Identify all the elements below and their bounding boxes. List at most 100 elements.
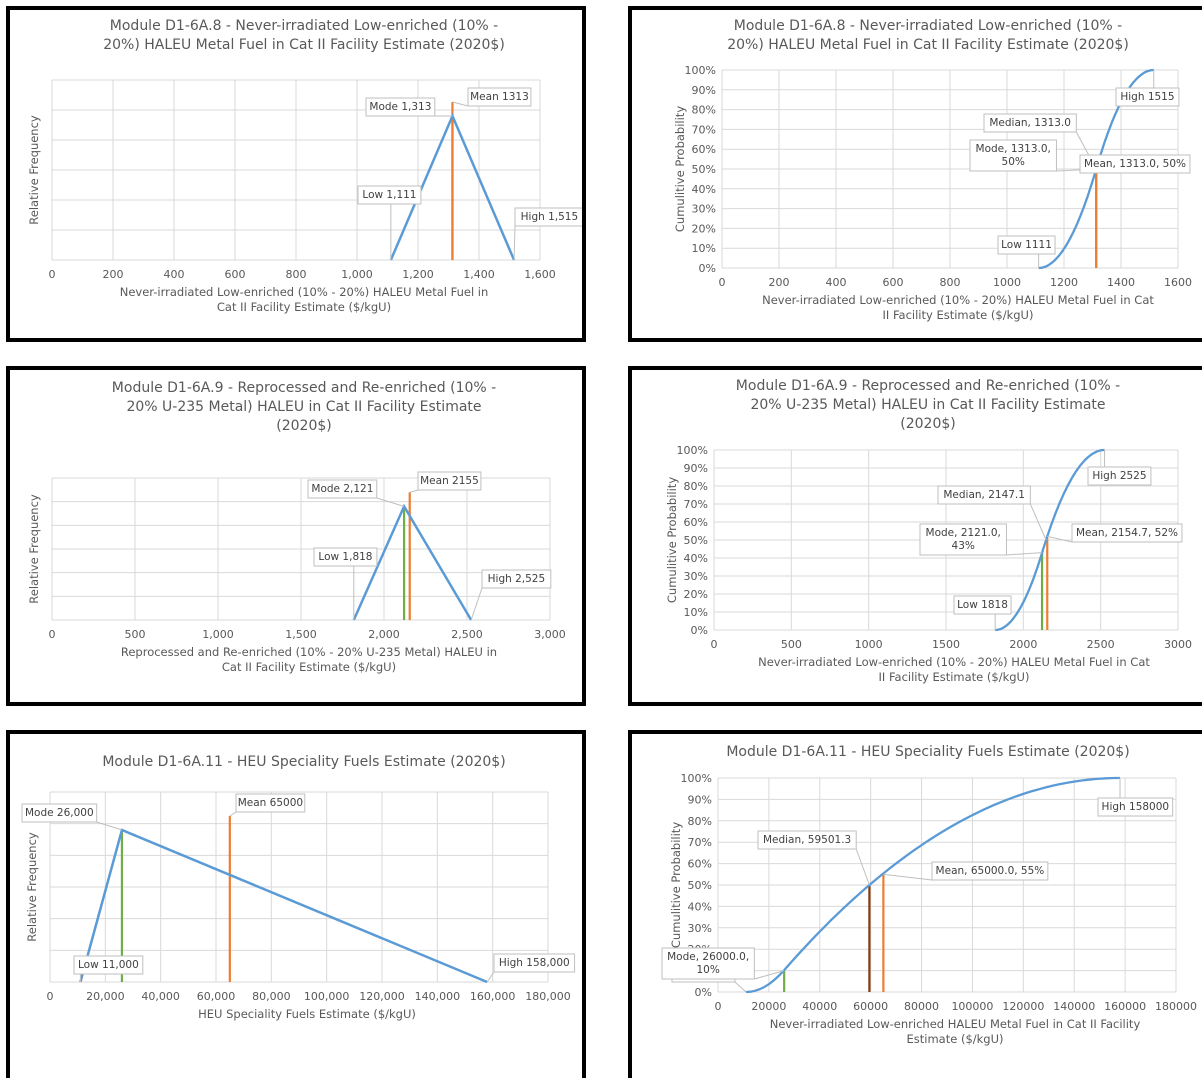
y-tick-label: 70% — [688, 836, 712, 849]
x-tick-label: 1000 — [993, 276, 1021, 289]
y-tick-label: 100% — [677, 444, 708, 457]
x-tick-label: 1400 — [1107, 276, 1135, 289]
x-tick-label: 2000 — [1009, 638, 1037, 651]
mode-callout-label: Mode, 26000.0, — [667, 951, 749, 963]
median-callout-leader — [1029, 503, 1047, 541]
x-tick-label: 3000 — [1164, 638, 1192, 651]
low-callout-label: Low 1,111 — [362, 189, 416, 201]
high-callout-box — [514, 207, 582, 227]
x-tick-label: 60000 — [853, 1000, 888, 1013]
mode-callout-label: Mode, 2121.0, — [926, 527, 1001, 539]
y-axis-label: Relative Frequency — [27, 115, 41, 225]
chart-title-line: Module D1-6A.11 - HEU Speciality Fuels E… — [102, 754, 505, 770]
x-axis-label: II Facility Estimate ($/kgU) — [883, 308, 1034, 322]
y-tick-label: 100% — [685, 64, 716, 77]
chart-title-line: 20% U-235 Metal) HALEU in Cat II Facilit… — [750, 397, 1105, 413]
chart-title-line: 20%) HALEU Metal Fuel in Cat II Facility… — [727, 37, 1129, 53]
median-callout-label: Median, 1313.0 — [989, 117, 1071, 129]
high-callout-leader — [513, 225, 516, 261]
high-callout-label: High 1515 — [1120, 91, 1174, 103]
high-callout-label: High 1,515 — [521, 211, 579, 223]
x-tick-label: 1,000 — [341, 268, 373, 281]
y-tick-label: 60% — [684, 516, 708, 529]
y-tick-label: 0% — [691, 624, 708, 637]
x-tick-label: 80,000 — [252, 990, 291, 1003]
cdf-curve-line — [745, 776, 1120, 994]
y-axis-label: Cumulitive Probability — [665, 477, 679, 603]
mode-callout-box — [365, 97, 436, 117]
x-tick-label: 1,000 — [202, 628, 234, 641]
high-callout-leader — [470, 587, 483, 621]
mean-callout-leader — [883, 873, 933, 881]
x-tick-label: 160000 — [1104, 1000, 1146, 1013]
x-axis-label: Never-irradiated Low-enriched HALEU Meta… — [770, 1017, 1141, 1031]
high-callout-box — [1097, 797, 1174, 817]
high-callout-leader — [486, 971, 495, 983]
chart-title-line: (2020$) — [276, 418, 331, 434]
chart-d1-6a8-cdf: Module D1-6A.8 - Never-irradiated Low-en… — [673, 18, 1192, 322]
x-tick-label: 100,000 — [304, 990, 350, 1003]
x-tick-label: 140,000 — [415, 990, 461, 1003]
x-axis-label: Estimate ($/kgU) — [907, 1032, 1004, 1046]
chart-panel-d1-6a9-cdf: Module D1-6A.9 - Reprocessed and Re-enri… — [628, 366, 1202, 706]
chart-title-line: Module D1-6A.11 - HEU Speciality Fuels E… — [726, 744, 1129, 760]
x-tick-label: 160,000 — [470, 990, 516, 1003]
y-tick-label: 70% — [684, 498, 708, 511]
mean-callout-box — [417, 471, 482, 491]
mean-callout-box — [467, 87, 532, 107]
x-tick-label: 0 — [47, 990, 54, 1003]
mode-callout-box — [969, 139, 1057, 172]
mode-callout-label: 50% — [1002, 156, 1025, 168]
x-tick-label: 120000 — [1002, 1000, 1044, 1013]
x-tick-label: 0 — [49, 628, 56, 641]
median-callout-leader — [855, 848, 870, 886]
mean-callout-label: Mean, 2154.7, 52% — [1076, 527, 1178, 539]
low-callout-box — [313, 547, 378, 567]
chart-d1-6a9-pdf: Module D1-6A.9 - Reprocessed and Re-enri… — [27, 380, 566, 674]
median-callout-box — [937, 485, 1031, 505]
chart-d1-6a9-cdf: Module D1-6A.9 - Reprocessed and Re-enri… — [665, 378, 1192, 684]
x-tick-label: 2,000 — [368, 628, 400, 641]
y-tick-label: 40% — [684, 552, 708, 565]
high-callout-box — [481, 569, 552, 589]
x-axis-label: Never-irradiated Low-enriched (10% - 20%… — [758, 655, 1150, 669]
mean-callout-box — [1071, 523, 1183, 543]
y-tick-label: 60% — [688, 858, 712, 871]
chart-panel-d1-6a11-cdf: Module D1-6A.11 - HEU Speciality Fuels E… — [628, 730, 1202, 1078]
y-tick-label: 50% — [692, 163, 716, 176]
y-tick-label: 0% — [695, 986, 712, 999]
chart-title-line: Module D1-6A.8 - Never-irradiated Low-en… — [734, 18, 1122, 34]
y-tick-label: 50% — [688, 879, 712, 892]
chart-title-line: Module D1-6A.9 - Reprocessed and Re-enri… — [736, 378, 1120, 394]
x-axis-label: Never-irradiated Low-enriched (10% - 20%… — [120, 285, 489, 299]
mean-callout-label: Mean 2155 — [420, 475, 479, 487]
x-tick-label: 2,500 — [451, 628, 483, 641]
y-tick-label: 30% — [688, 922, 712, 935]
chart-panel-d1-6a8-cdf: Module D1-6A.8 - Never-irradiated Low-en… — [628, 6, 1202, 342]
mode-callout-label: 10% — [696, 964, 719, 976]
chart-title-line: 20% U-235 Metal) HALEU in Cat II Facilit… — [126, 399, 481, 415]
cdf-curve-line — [995, 448, 1105, 632]
x-axis-label: Reprocessed and Re-enriched (10% - 20% U… — [121, 645, 497, 659]
y-tick-label: 40% — [688, 900, 712, 913]
y-tick-label: 30% — [684, 570, 708, 583]
chart-d1-6a8-pdf: Module D1-6A.8 - Never-irradiated Low-en… — [27, 18, 582, 314]
y-tick-label: 90% — [688, 793, 712, 806]
mode-callout-leader — [376, 497, 405, 507]
mode-callout-leader — [96, 821, 123, 831]
x-tick-label: 1500 — [932, 638, 960, 651]
y-tick-label: 0% — [699, 262, 716, 275]
x-tick-label: 600 — [883, 276, 904, 289]
low-callout-leader — [734, 981, 747, 993]
x-tick-label: 1200 — [1050, 276, 1078, 289]
x-axis-label: Cat II Facility Estimate ($/kgU) — [222, 660, 396, 674]
mean-callout-label: Mean, 1313.0, 50% — [1084, 158, 1186, 170]
y-tick-label: 100% — [681, 772, 712, 785]
mean-callout-box — [235, 793, 306, 813]
x-tick-label: 600 — [225, 268, 246, 281]
x-tick-label: 40000 — [802, 1000, 837, 1013]
chart-panel-d1-6a9-pdf: Module D1-6A.9 - Reprocessed and Re-enri… — [6, 366, 586, 706]
y-tick-label: 10% — [692, 242, 716, 255]
low-callout-box — [73, 955, 144, 975]
mean-callout-leader — [1047, 535, 1073, 543]
